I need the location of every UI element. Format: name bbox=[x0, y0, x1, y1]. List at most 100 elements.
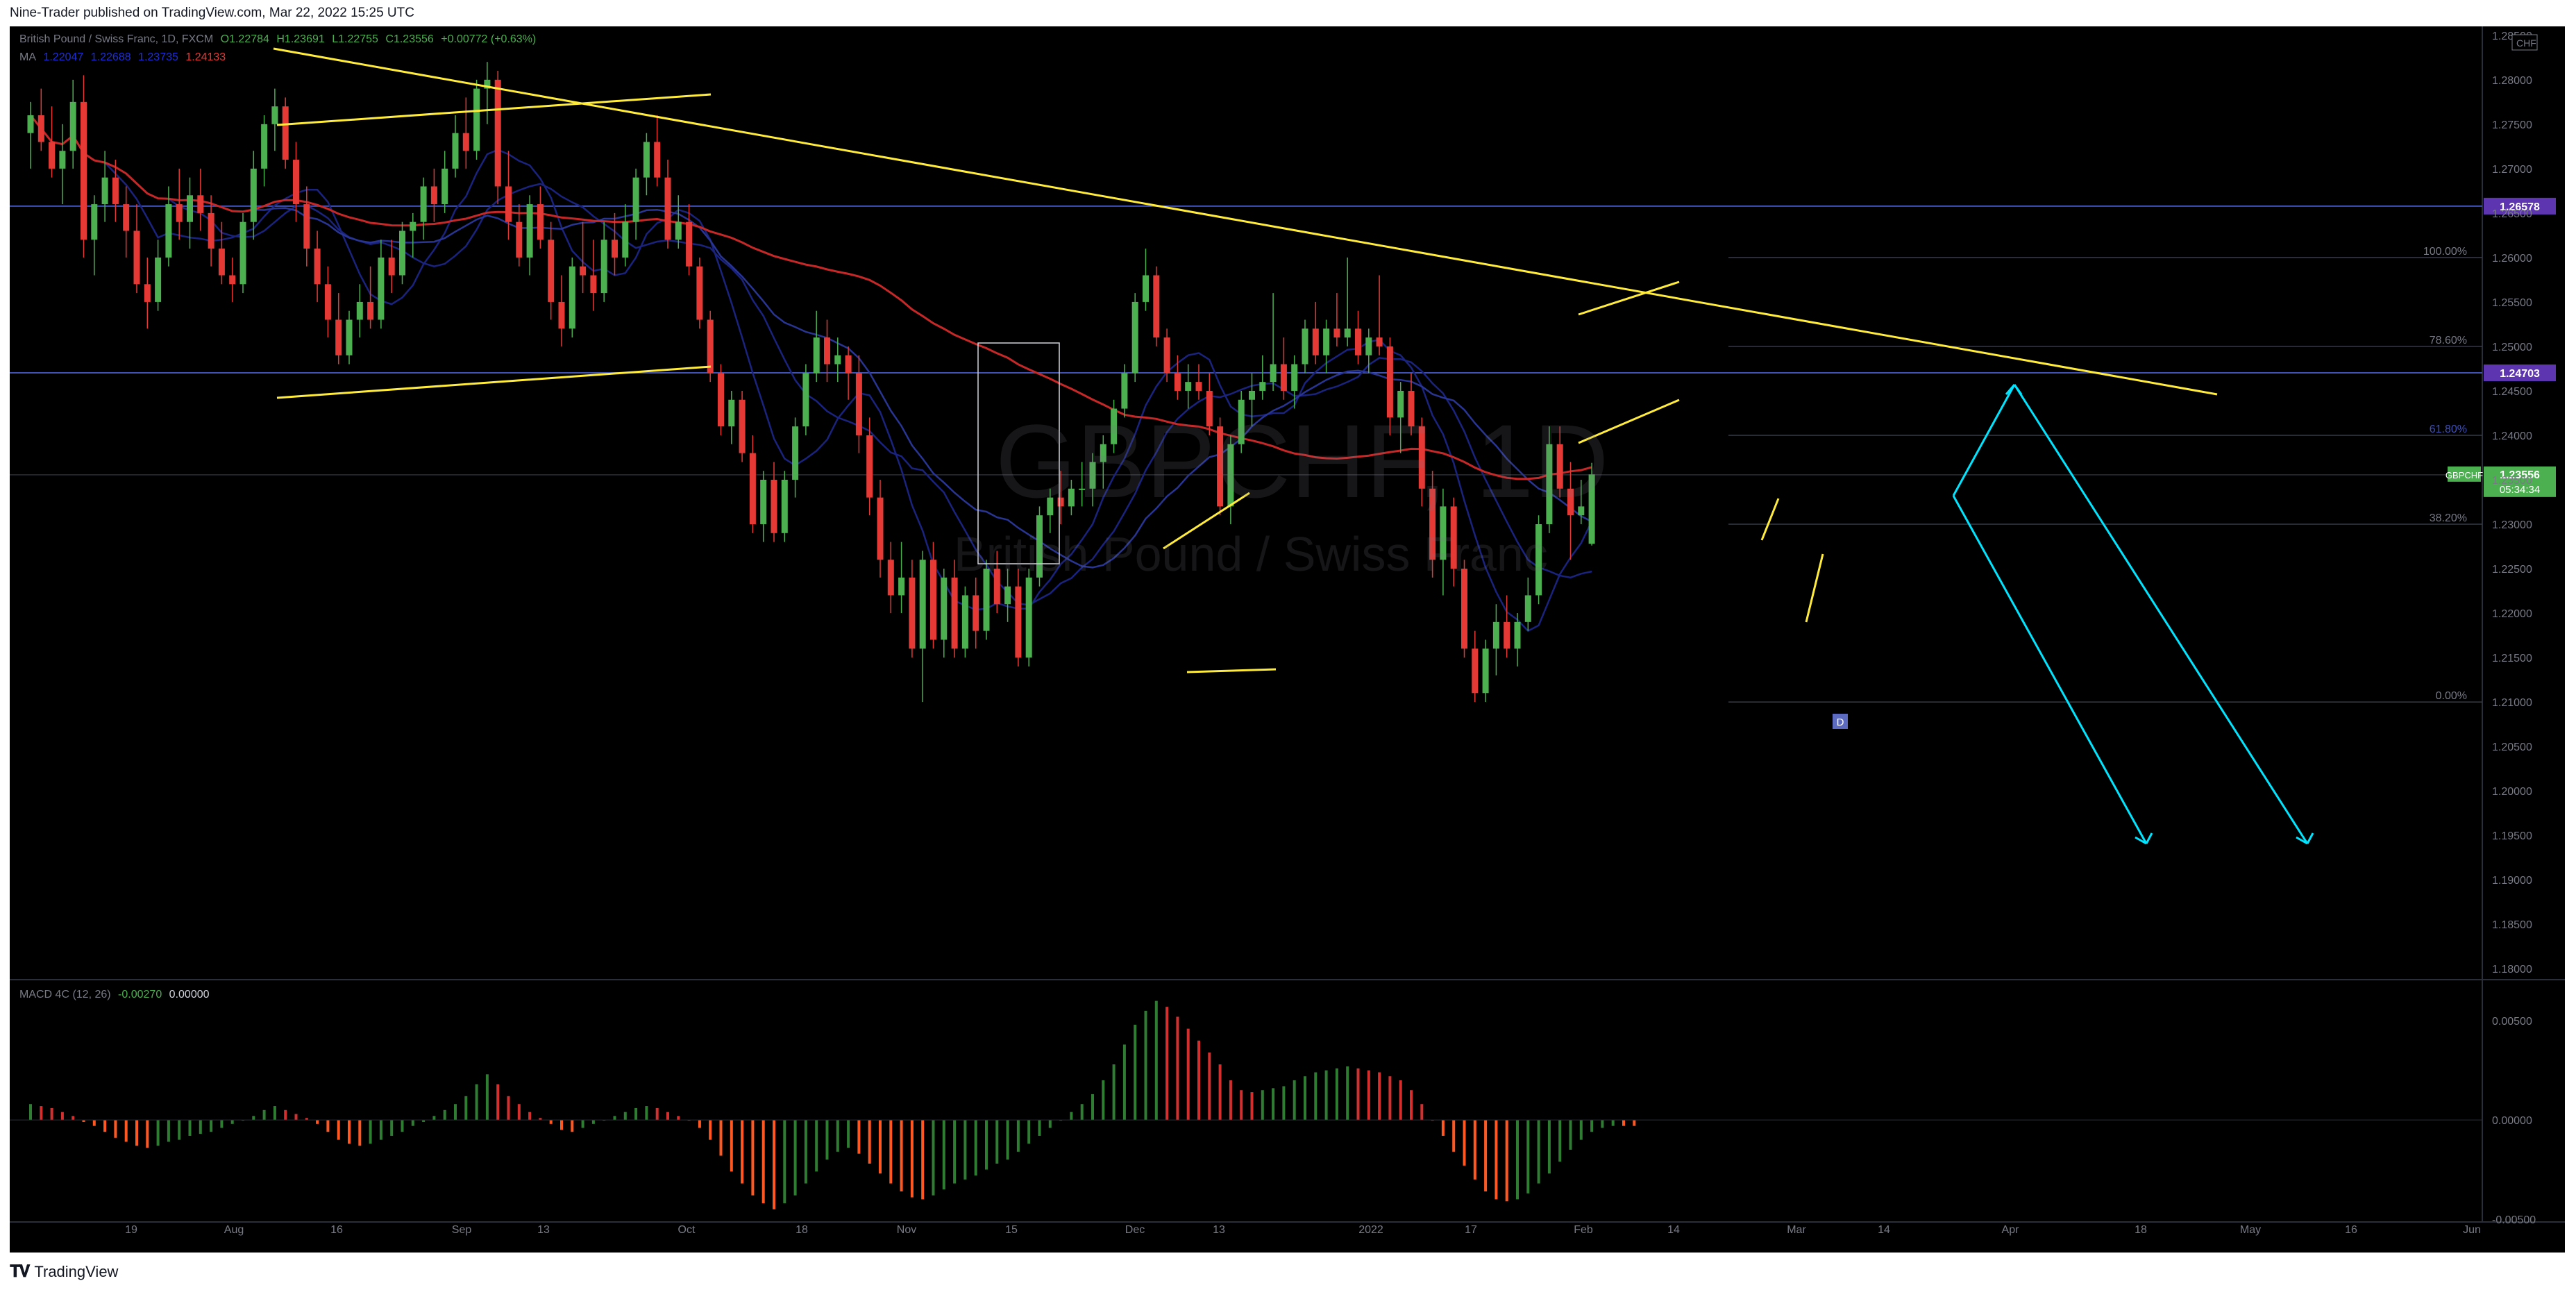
macd-bar bbox=[1304, 1076, 1306, 1121]
macd-bar bbox=[1122, 1044, 1126, 1121]
ma-value-4: 1.24133 bbox=[185, 51, 226, 63]
legend-change: +0.00772 (+0.63%) bbox=[441, 33, 537, 45]
point-d-badge bbox=[1833, 714, 1848, 729]
tradingview-logo[interactable]: 𝐓𝐕 TradingView bbox=[10, 1262, 118, 1282]
candle-body bbox=[494, 79, 501, 187]
level-price-tag-text: 1.24703 bbox=[2500, 368, 2540, 380]
candle-body bbox=[728, 399, 735, 427]
candle-body bbox=[749, 453, 756, 525]
macd-bar bbox=[454, 1104, 457, 1121]
candle-body bbox=[877, 497, 884, 560]
candle-body bbox=[771, 479, 777, 533]
macd-bar bbox=[793, 1120, 797, 1196]
time-tick-label: 19 bbox=[125, 1224, 137, 1236]
small-leg-line-1 bbox=[1760, 498, 1780, 541]
candle-body bbox=[1089, 462, 1096, 489]
price-tick-label: 1.27500 bbox=[2492, 119, 2532, 131]
macd-bar bbox=[262, 1109, 266, 1121]
macd-bar bbox=[60, 1112, 64, 1121]
macd-bar bbox=[1293, 1080, 1296, 1121]
macd-bar bbox=[1356, 1068, 1360, 1121]
ma-value-2: 1.22688 bbox=[90, 51, 131, 63]
candle-body bbox=[1280, 364, 1287, 391]
macd-bar bbox=[1186, 1028, 1190, 1121]
macd-bar bbox=[1102, 1080, 1105, 1121]
candle-body bbox=[229, 275, 236, 285]
time-tick-label: 13 bbox=[1213, 1224, 1225, 1236]
candle-body bbox=[1504, 621, 1510, 649]
candle-body bbox=[1567, 488, 1574, 516]
price-tick-label: 1.25500 bbox=[2492, 297, 2532, 309]
macd-bar bbox=[571, 1120, 574, 1132]
time-tick-label: 18 bbox=[795, 1224, 808, 1236]
candle-body bbox=[1492, 621, 1499, 649]
macd-bar bbox=[857, 1120, 861, 1154]
macd-bar bbox=[411, 1120, 414, 1126]
macd-value-2: 0.00000 bbox=[169, 989, 210, 1000]
grid bbox=[10, 26, 2565, 1223]
legend-main[interactable]: British Pound / Swiss Franc, 1D, FXCM O1… bbox=[19, 33, 540, 46]
tv-logo-icon: 𝐓𝐕 bbox=[10, 1262, 30, 1281]
candle-body bbox=[1312, 328, 1319, 355]
ma-value-1: 1.22047 bbox=[43, 51, 84, 63]
candle-body bbox=[1291, 364, 1298, 391]
horizontal-levels: 1.26578 1.24703 GBPCHF 1.23556 05:34:34 bbox=[10, 197, 2556, 497]
ma-fast-line bbox=[30, 115, 1593, 633]
price-tick-label: 1.24500 bbox=[2492, 386, 2532, 398]
candle-body bbox=[218, 249, 225, 276]
arrowhead-short-1 bbox=[2135, 836, 2147, 845]
legend-ma[interactable]: MA 1.22047 1.22688 1.23735 1.24133 bbox=[19, 51, 230, 64]
macd-bar bbox=[528, 1112, 532, 1121]
publish-header: Nine-Trader published on TradingView.com… bbox=[0, 0, 2576, 26]
macd-bar bbox=[1346, 1066, 1349, 1121]
macd-bar bbox=[942, 1120, 945, 1190]
candle-body bbox=[845, 355, 852, 374]
candle-body bbox=[1174, 373, 1181, 391]
candle-body bbox=[569, 266, 575, 329]
price-tick-label: 1.19500 bbox=[2492, 830, 2532, 842]
price-tick-label: 1.25000 bbox=[2492, 342, 2532, 353]
macd-bar bbox=[485, 1074, 489, 1121]
symbol-tag bbox=[2448, 466, 2481, 482]
macd-bar bbox=[1473, 1120, 1476, 1180]
fib-level-label: 61.80% bbox=[2430, 424, 2467, 435]
legend-macd[interactable]: MACD 4C (12, 26) -0.00270 0.00000 bbox=[19, 989, 214, 1001]
time-tick-label: 16 bbox=[2345, 1224, 2357, 1236]
macd-bar bbox=[273, 1106, 276, 1121]
macd-bar bbox=[156, 1120, 160, 1146]
candle-body bbox=[548, 240, 555, 302]
candle-body bbox=[27, 115, 34, 133]
macd-bar bbox=[210, 1120, 213, 1132]
macd-bar bbox=[507, 1096, 510, 1121]
candle-body bbox=[473, 88, 480, 151]
candle-body bbox=[707, 319, 714, 374]
candle-body bbox=[133, 231, 140, 285]
bar-countdown-text: 05:34:34 bbox=[2500, 484, 2540, 496]
macd-bar bbox=[1388, 1076, 1392, 1121]
chart-canvas[interactable]: 100.00%78.60%61.80%38.20%0.00% 1.265781.… bbox=[10, 26, 2565, 1253]
macd-bar bbox=[178, 1120, 181, 1140]
macd-bar bbox=[751, 1120, 755, 1196]
macd-bar bbox=[50, 1107, 53, 1121]
macd-bar bbox=[613, 1116, 616, 1121]
wedge-upper-line bbox=[1163, 492, 1250, 550]
macd-bar bbox=[422, 1120, 426, 1122]
macd-bar bbox=[124, 1120, 128, 1142]
candle-body bbox=[197, 195, 204, 213]
last-price-text: 1.23556 bbox=[2500, 469, 2540, 481]
macd-bar bbox=[963, 1120, 967, 1180]
candle-body bbox=[356, 301, 363, 320]
chart-panel[interactable]: 100.00% 78.60% 61.80% 38.20% 0.00% 1.26578 1.… bbox=[10, 26, 2565, 1253]
macd-bar bbox=[475, 1084, 478, 1121]
macd-bar bbox=[719, 1120, 723, 1156]
candle-body bbox=[951, 577, 958, 649]
macd-bar bbox=[761, 1120, 765, 1204]
arrowhead-top-1 bbox=[2005, 384, 2016, 395]
macd-bar bbox=[1611, 1120, 1615, 1126]
fib-level-label: 78.60% bbox=[2430, 335, 2467, 346]
arrowhead-long-2 bbox=[2306, 832, 2314, 844]
macd-bar bbox=[1112, 1064, 1116, 1121]
macd-bar bbox=[1526, 1120, 1530, 1193]
macd-bar bbox=[1218, 1064, 1222, 1121]
candle-body bbox=[590, 275, 597, 294]
